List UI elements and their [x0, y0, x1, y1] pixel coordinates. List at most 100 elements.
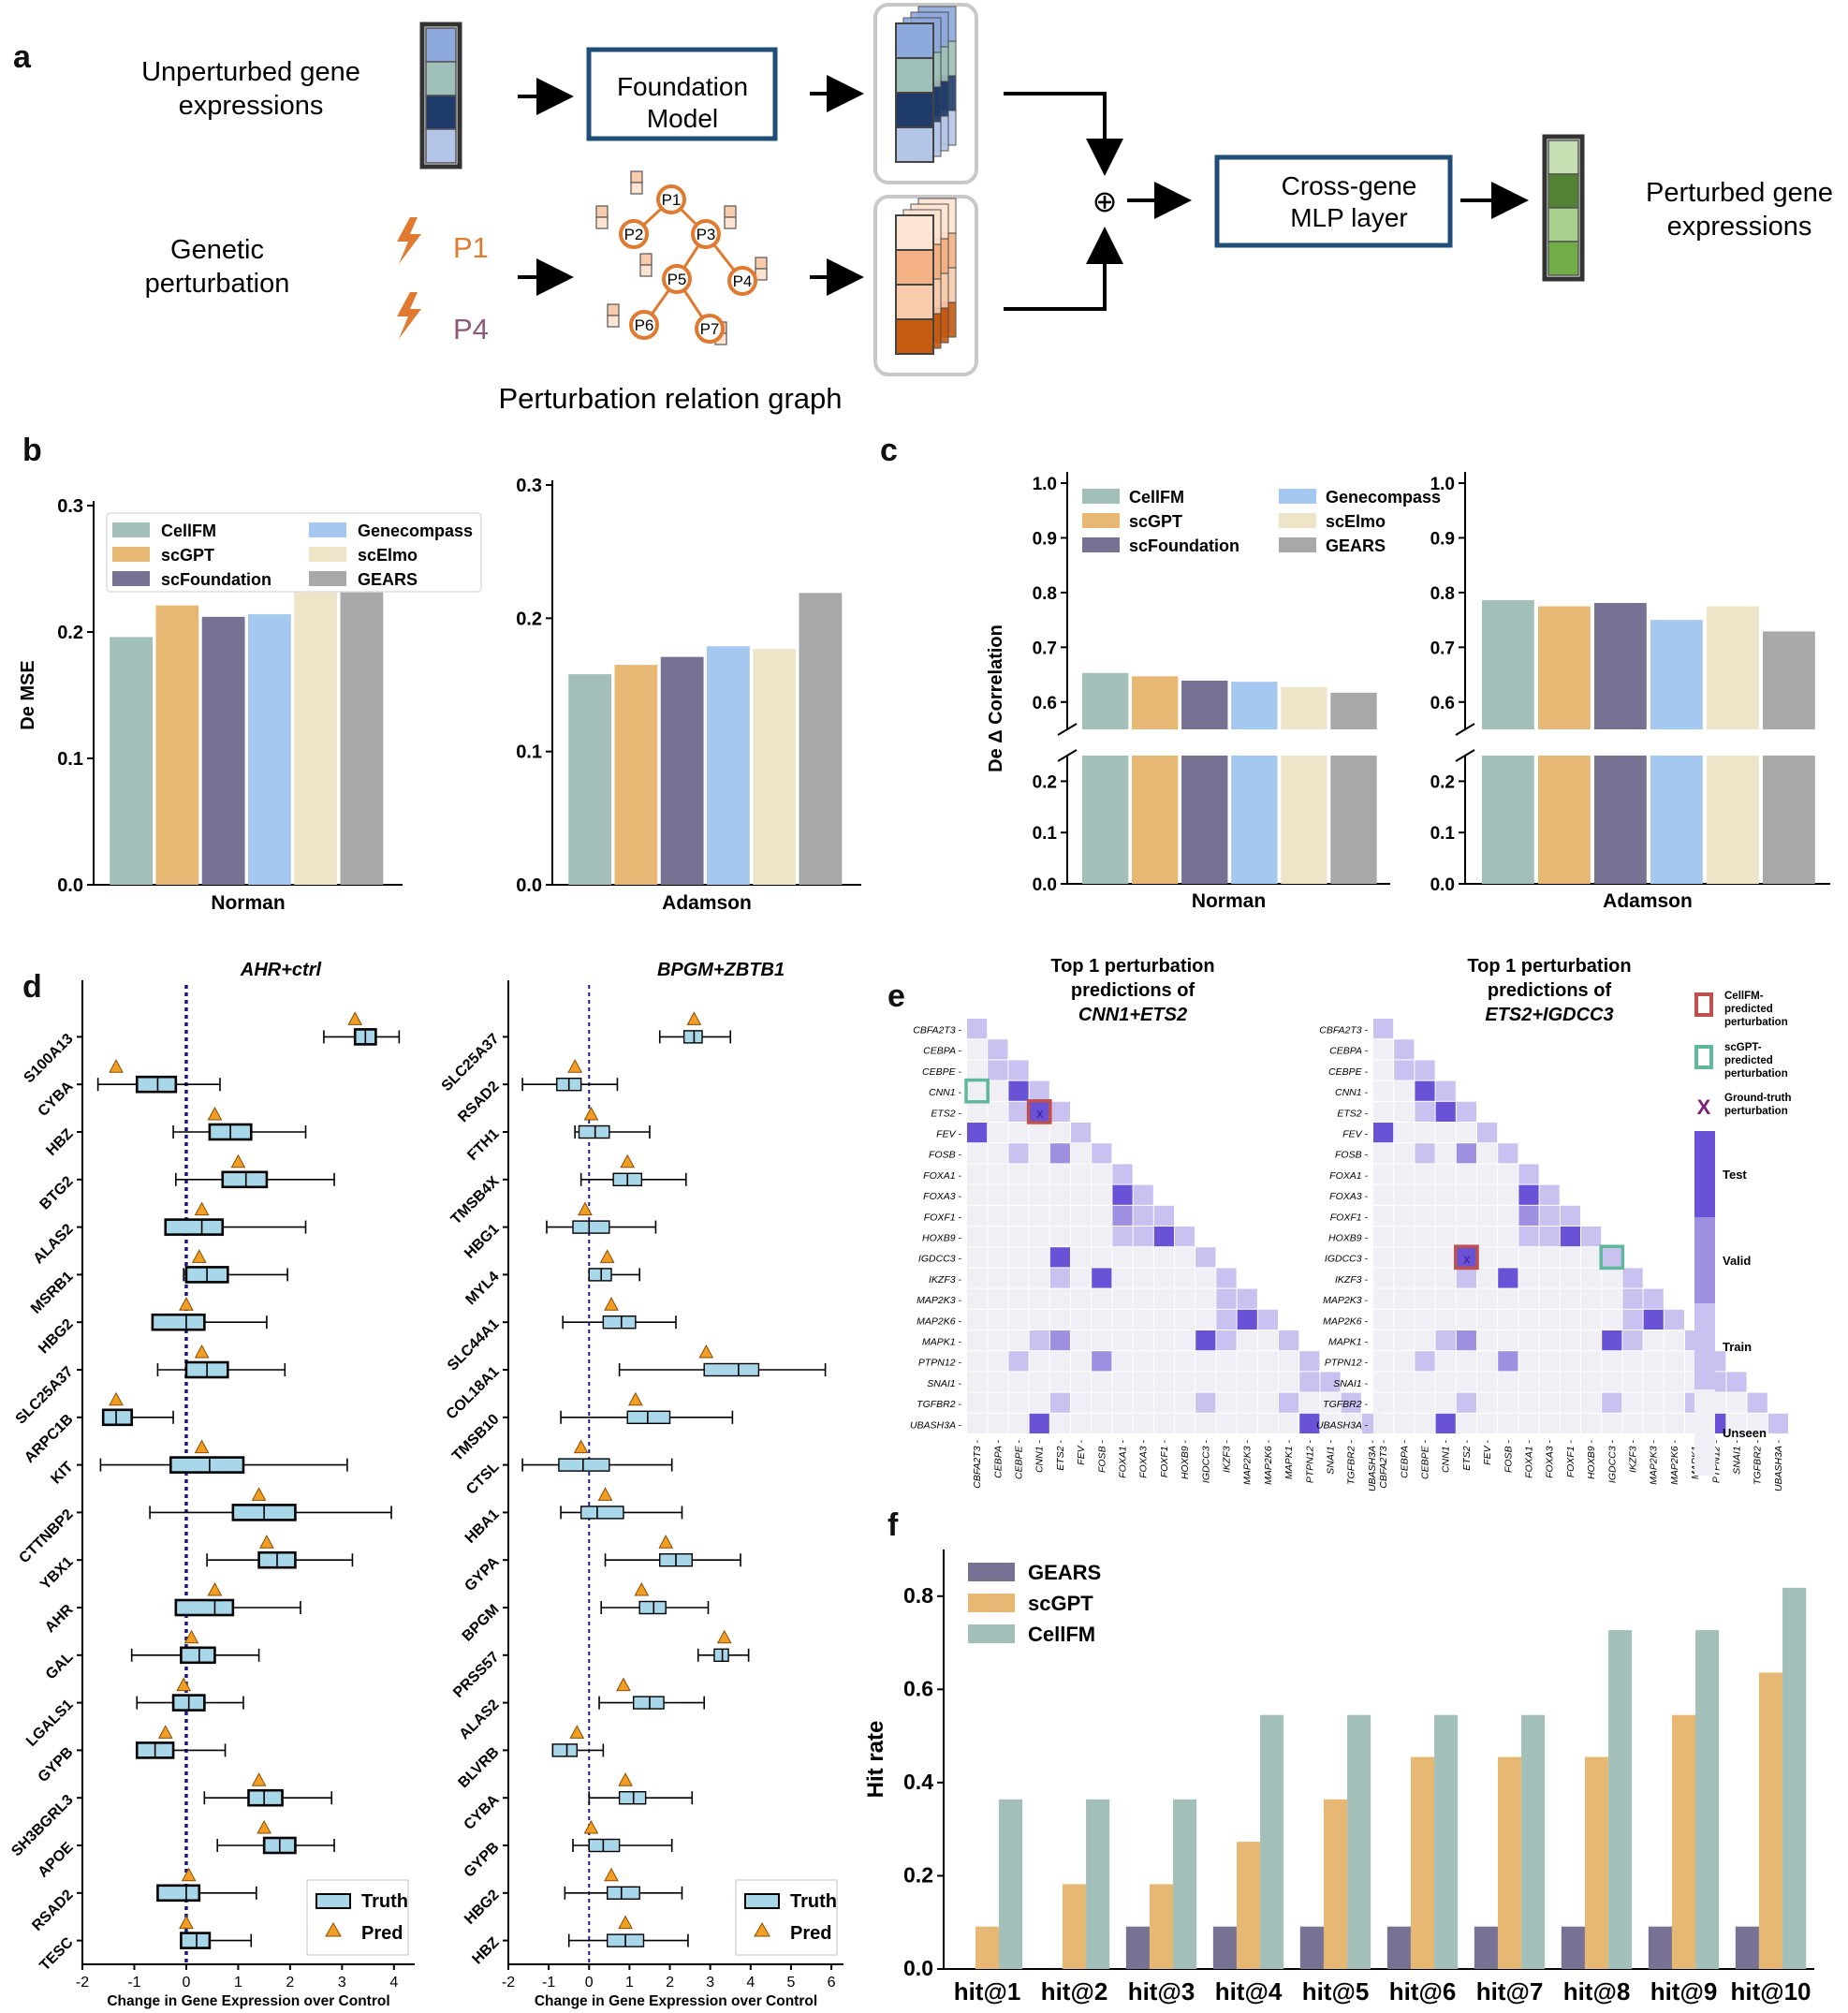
heatmap-cell [988, 1268, 1008, 1288]
heatmap-cell [1394, 1288, 1415, 1309]
heatmap-cell [1071, 1351, 1092, 1372]
heatmap-cell [1456, 1205, 1476, 1226]
row-label: MAPK1 - [922, 1337, 962, 1348]
scgpt-predicted-marker [964, 1078, 990, 1104]
col-label: CEBPE - [1014, 1440, 1025, 1480]
axis-break [1455, 749, 1475, 762]
heatmap-cell [988, 1039, 1008, 1060]
pred-marker-SH3BGRL3 [251, 1772, 267, 1786]
heatmap-cell [1195, 1413, 1216, 1433]
gene-label-GAL: GAL [43, 1649, 77, 1682]
heatmap-cell [1622, 1268, 1643, 1288]
legend-swatch-scElmo [1279, 513, 1316, 528]
axis-break [1057, 749, 1078, 762]
bar-lower-Genecompass [1231, 756, 1278, 884]
heatmap-cell [1133, 1372, 1153, 1392]
gene-label-SLC44A1: SLC44A1 [445, 1316, 503, 1374]
colorbar-label-Train: Train [1723, 1340, 1752, 1354]
heatmap-cell [1373, 1268, 1394, 1288]
heatmap-cell [1279, 1330, 1299, 1351]
col-label: MAP2K6 - [1263, 1440, 1274, 1485]
legend-swatch-CellFM [112, 522, 150, 537]
heatmap-cell [1008, 1330, 1029, 1351]
bar-scGPT-hit@8 [1584, 1756, 1609, 1969]
legend-swatch-scFoundation [1082, 537, 1120, 552]
y-tick-label: 1.0 [1430, 475, 1455, 494]
bar-GEARS-hit@7 [1474, 1926, 1498, 1969]
graph-node [656, 184, 686, 214]
graph-node-label: P1 [662, 191, 682, 209]
heatmap-cell [1643, 1392, 1664, 1413]
chart-f-hitrate: 0.0 0.2 0.4 0.6 0.8 Hit rate hit@1 hit@2 hit@3 hi… [863, 1550, 1814, 2006]
bar-lower-Genecompass [1650, 756, 1703, 884]
pred-marker-FTH1 [583, 1106, 599, 1121]
heatmap-cell [1071, 1372, 1092, 1392]
bar-GEARS-hit@3 [1125, 1926, 1150, 1969]
heatmap-cell [1560, 1372, 1580, 1392]
heatmap-cell [988, 1413, 1008, 1433]
col-label: CEBPA - [992, 1439, 1004, 1477]
ground-truth-marker: x [1036, 1106, 1044, 1122]
col-label: CBFA2T3 - [972, 1440, 983, 1489]
x-tick-label: hit@8 [1563, 1977, 1631, 2006]
bar-lower-CellFM [1482, 756, 1534, 884]
unperturbed-label: Unperturbed gene expressions [141, 57, 360, 121]
heatmap-cell [1373, 1413, 1394, 1433]
heatmap-cell [1477, 1309, 1498, 1330]
heatmap-cell [1394, 1123, 1415, 1143]
x-tick-label: hit@1 [954, 1977, 1021, 2006]
gene-label-BTG2: BTG2 [37, 1173, 76, 1212]
heatmap-cell [1415, 1205, 1435, 1226]
gene-label-GYPA: GYPA [462, 1554, 503, 1595]
heatmap-cell [1175, 1330, 1195, 1351]
bar-scElmo [753, 649, 797, 885]
heatmap-cell [1394, 1413, 1415, 1433]
heatmap-cell [1071, 1227, 1092, 1247]
graph-node-label: P6 [635, 316, 654, 334]
heatmap-cell [988, 1080, 1008, 1101]
pred-marker-PRSS57 [716, 1629, 732, 1644]
bar-lower-scElmo [1281, 756, 1327, 884]
x-tick-label: hit@4 [1215, 1977, 1283, 2006]
heatmap-cell [1435, 1372, 1456, 1392]
heatmap-cell [1394, 1392, 1415, 1413]
oplus-symbol: ⊕ [1093, 184, 1118, 218]
heatmap-cell [1175, 1227, 1195, 1247]
heatmap-cell [1216, 1330, 1237, 1351]
col-label: IKZF3 - [1628, 1440, 1639, 1474]
heatmap-cell [1726, 1392, 1747, 1413]
heatmap-cell [1299, 1351, 1320, 1372]
graph-node-label: P2 [624, 226, 644, 243]
heatmap-cell [1049, 1143, 1070, 1164]
heatmap-cell [1560, 1227, 1580, 1247]
bar-scGPT [614, 665, 658, 885]
truth-box-CYBA [135, 1075, 178, 1094]
heatmap-cell [1049, 1288, 1070, 1309]
row-label: FOXA1 - [1329, 1170, 1368, 1182]
pred-marker-CTSL [573, 1439, 589, 1454]
heatmap-cell [1279, 1413, 1299, 1433]
row-label: CEBPE - [1328, 1066, 1369, 1078]
col-label: HOXB9 - [1180, 1440, 1191, 1480]
heatmap-cell [1153, 1351, 1174, 1372]
gene-label-TESC: TESC [37, 1934, 77, 1975]
x-tick-label: hit@3 [1128, 1977, 1195, 2006]
row-label: UBASH3A - [1316, 1419, 1369, 1431]
heatmap-cell [1216, 1268, 1237, 1288]
heatmap-cell [1029, 1123, 1049, 1143]
output-frame [1542, 134, 1585, 282]
colorbar-label-Test: Test [1723, 1168, 1747, 1182]
heatmap-cell [1435, 1351, 1456, 1372]
gene-label-MSRB1: MSRB1 [28, 1269, 77, 1317]
col-label: SNAI1 - [1326, 1440, 1337, 1475]
mlp-layer-label: Cross-gene MLP layer [1282, 171, 1417, 232]
bar-GEARS-hit@8 [1561, 1926, 1585, 1969]
heatmap-cell [1153, 1288, 1174, 1309]
colorbar-Test [1694, 1131, 1715, 1217]
heatmap-cell [1602, 1288, 1622, 1309]
heatmap-cell [1029, 1080, 1049, 1101]
heatmap-cell [1195, 1351, 1216, 1372]
col-label: SNAI1 - [1732, 1440, 1743, 1475]
colorbar-Train [1694, 1303, 1715, 1389]
heatmap-cell [1133, 1351, 1153, 1372]
